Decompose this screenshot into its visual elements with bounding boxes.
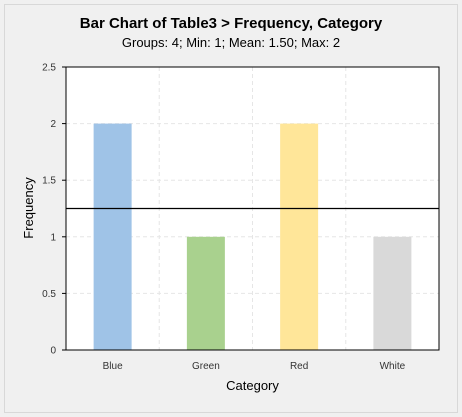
x-tick-label: Red <box>290 361 308 372</box>
chart-subtitle: Groups: 4; Min: 1; Mean: 1.50; Max: 2 <box>121 35 341 50</box>
y-tick-label: 0.5 <box>42 289 56 300</box>
x-tick-label: White <box>380 361 406 372</box>
y-tick-label: 0 <box>50 346 56 357</box>
bar-green <box>186 236 225 350</box>
y-tick-label: 2.5 <box>42 63 56 74</box>
x-axis-label: Category <box>226 378 279 393</box>
y-tick-label: 1.5 <box>42 176 56 187</box>
bar-white <box>373 236 412 350</box>
y-axis-label: Frequency <box>21 177 36 239</box>
x-tick-label: Blue <box>103 361 123 372</box>
bar-red <box>280 123 319 350</box>
bars <box>93 123 412 350</box>
x-tick-label: Green <box>192 361 220 372</box>
chart-title: Bar Chart of Table3 > Frequency, Categor… <box>79 15 383 32</box>
y-axis-ticks: 0 0.5 1 1.5 2 2.5 <box>42 63 66 357</box>
plot-border <box>65 66 440 351</box>
x-axis-ticks: Blue Green Red White <box>103 361 406 372</box>
bar-blue <box>93 123 132 350</box>
y-tick-label: 2 <box>50 119 56 130</box>
y-tick-label: 1 <box>50 232 56 243</box>
